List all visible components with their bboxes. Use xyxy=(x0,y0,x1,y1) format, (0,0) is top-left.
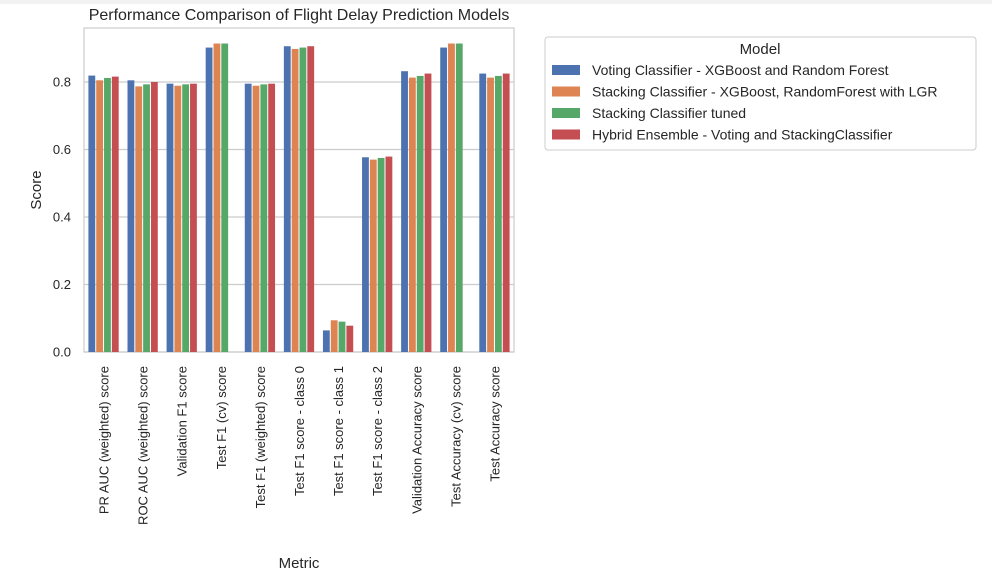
bar xyxy=(401,71,408,352)
legend-title: Model xyxy=(740,41,781,58)
y-axis-title: Score xyxy=(28,170,45,209)
bar xyxy=(479,73,487,352)
x-tick-label: PR AUC (weighted) score xyxy=(97,366,112,514)
bar xyxy=(190,83,197,352)
x-tick-label: Validation F1 score xyxy=(175,366,190,476)
x-tick-labels: PR AUC (weighted) score ROC AUC (weighted… xyxy=(97,366,503,525)
x-tick-label: Test F1 (cv) score xyxy=(214,366,229,469)
x-tick-label: Test F1 (weighted) score xyxy=(253,366,268,508)
x-tick-label: ROC AUC (weighted) score xyxy=(136,366,151,525)
bar xyxy=(502,73,510,352)
bar xyxy=(455,43,463,353)
bar xyxy=(111,76,119,352)
bar xyxy=(408,77,416,353)
bar xyxy=(291,48,299,353)
x-tick-label: Test F1 score - class 1 xyxy=(331,366,346,496)
legend-entry: Voting Classifier - XGBoost and Random F… xyxy=(592,62,889,78)
legend-entry: Hybrid Ensemble - Voting and StackingCla… xyxy=(592,127,893,143)
x-tick-label: Validation Accuracy score xyxy=(409,366,424,514)
bar xyxy=(440,47,448,352)
bar xyxy=(150,82,158,352)
bar xyxy=(88,75,96,353)
bar xyxy=(182,84,190,353)
y-tick-label: 0.8 xyxy=(53,75,71,90)
bar xyxy=(244,83,252,352)
x-tick-label: Test F1 score - class 0 xyxy=(292,366,307,496)
top-bar xyxy=(0,0,992,4)
bar xyxy=(377,157,385,352)
y-tick-label: 0.2 xyxy=(53,277,71,292)
y-tick-labels: 0.0 0.2 0.4 0.6 0.8 xyxy=(53,75,71,360)
bar xyxy=(424,73,432,352)
bar xyxy=(260,84,268,353)
bar xyxy=(448,43,455,353)
legend-swatch xyxy=(552,108,580,118)
bar xyxy=(283,46,291,352)
y-tick-label: 0.0 xyxy=(53,345,71,360)
bar xyxy=(104,77,111,352)
bar xyxy=(213,43,221,353)
x-tick-label: Test F1 score - class 2 xyxy=(370,366,385,496)
bar xyxy=(127,80,135,352)
bar xyxy=(143,84,150,353)
bar xyxy=(330,320,338,352)
bar xyxy=(166,83,174,352)
bar xyxy=(307,46,315,352)
bar xyxy=(322,330,330,352)
bar xyxy=(346,325,354,352)
legend-swatch xyxy=(552,129,580,140)
bar xyxy=(416,75,424,353)
bar xyxy=(135,86,143,352)
legend-swatch xyxy=(552,86,580,97)
x-tick-label: Test Accuracy score xyxy=(487,366,502,482)
bar xyxy=(268,83,276,352)
x-axis-title: Metric xyxy=(279,555,320,571)
legend-frame xyxy=(544,36,977,151)
bar xyxy=(299,47,307,352)
bar xyxy=(221,43,229,353)
bar xyxy=(385,156,393,352)
legend-swatch xyxy=(552,65,580,75)
bar xyxy=(338,321,346,352)
bar xyxy=(487,77,494,353)
bar xyxy=(494,75,502,353)
bar xyxy=(205,47,213,352)
legend: Model Voting Classifier - XGBoost and Ra… xyxy=(544,36,977,151)
bars xyxy=(88,43,510,353)
bar xyxy=(252,85,260,353)
bar xyxy=(174,85,182,353)
bar xyxy=(369,159,377,352)
x-tick-label: Test Accuracy (cv) score xyxy=(448,366,463,507)
y-tick-label: 0.6 xyxy=(53,142,71,157)
bar xyxy=(96,80,104,352)
plot-frame xyxy=(83,27,515,353)
legend-entry: Stacking Classifier tuned xyxy=(592,105,746,121)
chart-title: Performance Comparison of Flight Delay P… xyxy=(89,7,510,24)
legend-entry: Stacking Classifier - XGBoost, RandomFor… xyxy=(592,84,937,100)
y-tick-label: 0.4 xyxy=(53,210,71,225)
bar xyxy=(362,157,369,352)
